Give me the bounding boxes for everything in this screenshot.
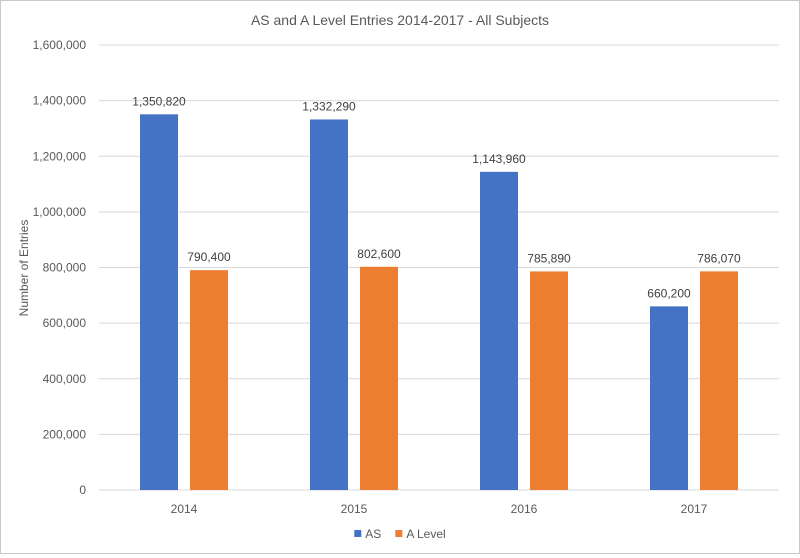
legend: AS A Level (354, 527, 446, 541)
data-label: 785,890 (527, 251, 571, 265)
y-tick-label: 800,000 (43, 261, 87, 275)
x-tick-label: 2015 (341, 502, 368, 516)
y-tick-label: 1,600,000 (33, 38, 87, 52)
y-axis-ticks: 0 200,000 400,000 600,000 800,000 1,000,000 1,… (33, 38, 87, 497)
bar-as-2014 (140, 114, 178, 490)
data-label: 786,070 (697, 251, 741, 265)
bar-a-level-2015 (360, 266, 398, 490)
x-axis-ticks: 2014 2015 2016 2017 (171, 502, 708, 516)
legend-swatch (395, 530, 403, 537)
legend-label: A Level (406, 527, 445, 541)
x-tick-label: 2016 (511, 502, 538, 516)
y-tick-label: 400,000 (43, 372, 87, 386)
legend-label: AS (365, 527, 381, 541)
bar-a-level-2017 (700, 271, 738, 490)
bar-as-2015 (310, 119, 348, 490)
bar-a-level-2014 (190, 270, 228, 490)
bar-as-2016 (480, 171, 518, 490)
data-labels: 1,350,820 790,400 1,332,290 802,600 1,143,96… (132, 94, 741, 300)
y-axis-title: Number of Entries (17, 220, 31, 317)
data-label: 790,400 (187, 250, 231, 264)
data-label: 1,350,820 (132, 94, 186, 108)
data-label: 802,600 (357, 247, 401, 261)
y-tick-label: 200,000 (43, 427, 87, 441)
y-tick-label: 0 (79, 483, 86, 497)
bar-as-2017 (650, 306, 688, 490)
x-tick-label: 2017 (681, 502, 708, 516)
chart-title: AS and A Level Entries 2014-2017 - All S… (251, 12, 549, 28)
y-tick-label: 600,000 (43, 316, 87, 330)
data-label: 660,200 (647, 286, 691, 300)
data-label: 1,143,960 (472, 152, 526, 166)
bar-a-level-2016 (530, 271, 568, 490)
y-tick-label: 1,400,000 (33, 94, 87, 108)
y-tick-label: 1,200,000 (33, 149, 87, 163)
data-label: 1,332,290 (302, 99, 356, 113)
legend-swatch (354, 530, 362, 537)
x-tick-label: 2014 (171, 502, 198, 516)
y-tick-label: 1,000,000 (33, 205, 87, 219)
bars (140, 114, 738, 490)
